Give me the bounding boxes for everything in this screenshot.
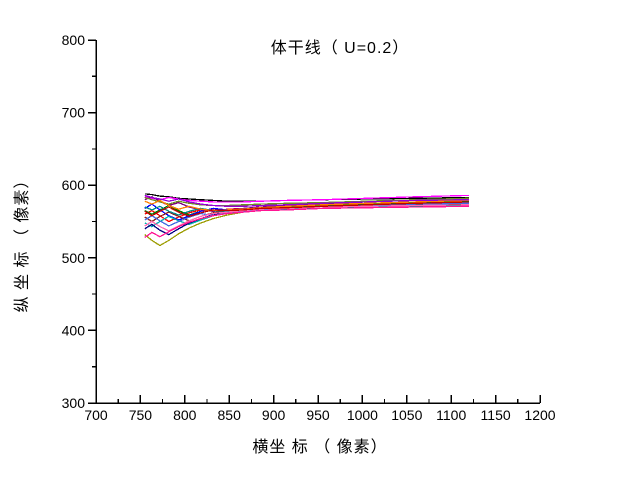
x-tick-label: 1200 [524, 407, 555, 423]
tick-labels: 700 750 800 850 900 950 1000 1050 1100 1150 1200 30… [62, 32, 556, 423]
data-series [144, 193, 470, 247]
axes [88, 39, 541, 404]
x-tick-label: 950 [306, 407, 330, 423]
x-tick-label: 1150 [481, 407, 511, 423]
y-tick-label: 300 [62, 395, 86, 411]
x-tick-label: 850 [218, 407, 242, 423]
x-tick-label: 750 [129, 407, 153, 423]
x-tick-label: 1050 [391, 407, 422, 423]
series-line-dark-red [144, 201, 470, 218]
y-tick-label: 400 [62, 322, 86, 338]
y-tick-label: 700 [62, 105, 86, 121]
series-line-pink [144, 204, 470, 232]
x-tick-label: 1000 [347, 407, 378, 423]
series-line-magenta [144, 194, 470, 203]
x-tick-label: 700 [84, 407, 108, 423]
y-tick-label: 600 [62, 177, 86, 193]
x-tick-label: 900 [262, 407, 286, 423]
chart-title: 体干线（ U=0.2） [271, 39, 410, 57]
y-axis-label: 纵 坐 标 （ 像素） [13, 172, 31, 313]
x-axis-label: 横坐 标 （ 像素） [252, 438, 387, 456]
x-tick-label: 800 [173, 407, 197, 423]
y-tick-label: 800 [62, 32, 86, 48]
y-tick-label: 500 [62, 250, 86, 266]
x-tick-label: 1100 [436, 407, 466, 423]
series-line-violet [144, 194, 470, 207]
series-line-deep-pink [144, 205, 470, 239]
